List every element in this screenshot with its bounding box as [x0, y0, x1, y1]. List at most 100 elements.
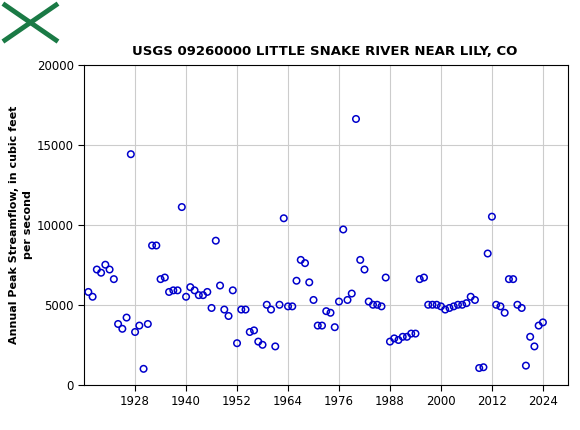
- Point: [143, 320, 153, 327]
- Point: [202, 289, 212, 295]
- Point: [466, 293, 476, 300]
- Point: [334, 298, 343, 305]
- Point: [253, 338, 263, 345]
- Point: [313, 322, 322, 329]
- Point: [245, 329, 255, 335]
- Point: [258, 341, 267, 348]
- Point: [330, 324, 339, 331]
- Point: [130, 329, 140, 335]
- Point: [84, 289, 93, 295]
- Point: [88, 293, 97, 300]
- Point: [156, 276, 165, 283]
- Point: [432, 301, 441, 308]
- Point: [169, 287, 178, 294]
- Point: [419, 274, 429, 281]
- Point: [521, 362, 531, 369]
- Point: [411, 330, 420, 337]
- Point: [160, 274, 169, 281]
- Point: [509, 276, 518, 283]
- Point: [322, 308, 331, 315]
- Point: [530, 343, 539, 350]
- Point: [436, 303, 445, 310]
- Point: [190, 287, 199, 294]
- Point: [122, 314, 131, 321]
- Point: [423, 301, 433, 308]
- Point: [487, 213, 496, 220]
- Point: [538, 319, 548, 326]
- Point: [109, 276, 118, 283]
- Point: [114, 320, 123, 327]
- Point: [500, 309, 509, 316]
- Point: [445, 304, 454, 311]
- Point: [152, 242, 161, 249]
- Point: [194, 292, 204, 298]
- Point: [504, 276, 513, 283]
- Point: [479, 364, 488, 371]
- Point: [271, 343, 280, 350]
- Point: [105, 266, 114, 273]
- Point: [534, 322, 543, 329]
- Point: [403, 333, 412, 340]
- Point: [126, 151, 136, 158]
- Point: [377, 303, 386, 310]
- Point: [207, 304, 216, 311]
- Point: [215, 282, 224, 289]
- Point: [296, 256, 306, 263]
- Point: [224, 313, 233, 319]
- Point: [228, 287, 237, 294]
- Point: [368, 301, 378, 308]
- Point: [186, 284, 195, 291]
- Point: [347, 290, 356, 297]
- Point: [339, 226, 348, 233]
- Point: [198, 292, 208, 298]
- Point: [237, 306, 246, 313]
- Point: [343, 297, 352, 304]
- Point: [241, 306, 250, 313]
- Point: [390, 335, 399, 342]
- Point: [262, 301, 271, 308]
- Point: [525, 333, 535, 340]
- Point: [470, 297, 480, 304]
- Point: [483, 250, 492, 257]
- Point: [462, 300, 471, 307]
- Point: [351, 116, 361, 123]
- Point: [101, 261, 110, 268]
- Point: [517, 304, 526, 311]
- Point: [233, 340, 242, 347]
- Point: [220, 306, 229, 313]
- Point: [177, 204, 186, 211]
- Point: [118, 326, 127, 332]
- Point: [211, 237, 220, 244]
- Point: [428, 301, 437, 308]
- Point: [394, 337, 403, 344]
- Point: [275, 301, 284, 308]
- Text: USGS 09260000 LITTLE SNAKE RIVER NEAR LILY, CO: USGS 09260000 LITTLE SNAKE RIVER NEAR LI…: [132, 45, 517, 58]
- Point: [360, 266, 369, 273]
- Point: [279, 215, 288, 222]
- Point: [317, 322, 327, 329]
- Point: [491, 301, 501, 308]
- Point: [496, 303, 505, 310]
- Point: [407, 330, 416, 337]
- Point: [96, 269, 106, 276]
- Point: [147, 242, 157, 249]
- Point: [92, 266, 101, 273]
- Point: [139, 366, 148, 372]
- Point: [364, 298, 374, 305]
- Point: [300, 260, 310, 267]
- Text: USGS: USGS: [67, 12, 135, 33]
- Point: [381, 274, 390, 281]
- Point: [356, 256, 365, 263]
- Point: [288, 303, 297, 310]
- Point: [292, 277, 301, 284]
- Point: [309, 297, 318, 304]
- Point: [326, 309, 335, 316]
- Point: [135, 322, 144, 329]
- Point: [182, 293, 191, 300]
- Point: [454, 301, 463, 308]
- Point: [249, 327, 259, 334]
- Point: [441, 306, 450, 313]
- Point: [385, 338, 394, 345]
- Point: [513, 301, 522, 308]
- Point: [458, 301, 467, 308]
